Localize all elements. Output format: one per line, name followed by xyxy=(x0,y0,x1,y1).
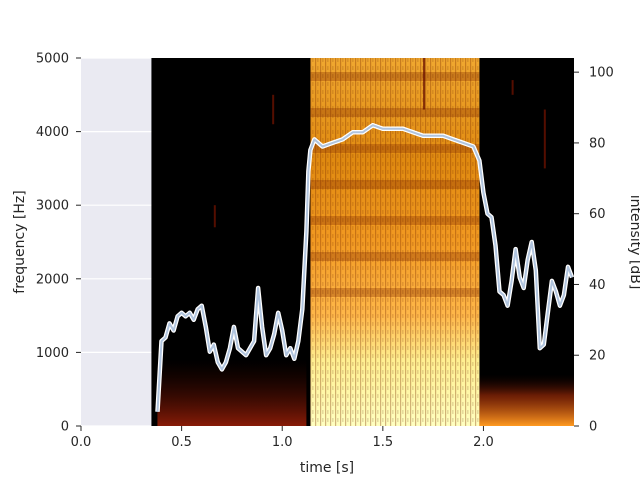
right-y-tick-label: 0 xyxy=(589,420,597,435)
low-frequency-noise xyxy=(157,359,307,426)
noise-streak xyxy=(511,80,514,95)
noise-streak xyxy=(543,109,546,169)
x-tick-label: 1.5 xyxy=(372,435,393,450)
x-tick-label: 0.5 xyxy=(171,435,192,450)
noise-streak xyxy=(423,58,426,110)
x-tick-label: 1.0 xyxy=(272,435,293,450)
right-y-tick-label: 60 xyxy=(589,207,606,222)
noise-streak xyxy=(272,94,275,125)
left-y-tick-label: 0 xyxy=(61,420,69,435)
right-y-tick-label: 100 xyxy=(589,66,614,81)
x-tick-label: 0.0 xyxy=(71,435,92,450)
left-y-tick-label: 4000 xyxy=(36,125,69,140)
right-y-axis-ticks: 0 20 40 60 80 100 xyxy=(574,66,614,435)
right-y-tick-label: 80 xyxy=(589,136,606,151)
right-y-axis-label: intensity [dB] xyxy=(627,195,640,290)
left-y-tick-label: 5000 xyxy=(36,52,69,67)
noise-streak xyxy=(213,205,216,228)
left-y-tick-label: 3000 xyxy=(36,199,69,214)
left-y-axis-label: frequency [Hz] xyxy=(12,190,28,293)
spectrogram-image xyxy=(151,58,574,426)
right-y-tick-label: 40 xyxy=(589,278,606,293)
x-axis-label: time [s] xyxy=(300,460,354,476)
glottal-striations xyxy=(310,58,480,426)
right-y-tick-label: 20 xyxy=(589,349,606,364)
left-y-tick-label: 1000 xyxy=(36,346,69,361)
left-y-axis-ticks: 0 1000 2000 3000 4000 5000 xyxy=(36,52,81,435)
trailing-noise xyxy=(479,374,574,426)
x-axis-ticks: 0.0 0.5 1.0 1.5 2.0 xyxy=(71,426,494,450)
left-y-tick-label: 2000 xyxy=(36,272,69,287)
x-tick-label: 2.0 xyxy=(473,435,494,450)
intensity-curve-line xyxy=(156,124,573,412)
intensity-curve xyxy=(155,122,574,412)
